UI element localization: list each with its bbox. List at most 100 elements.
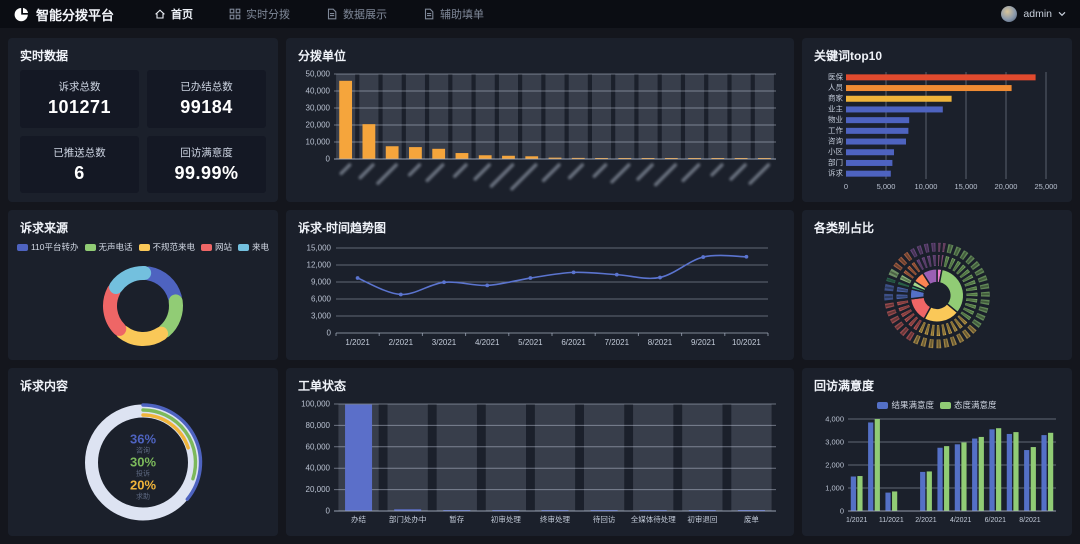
svg-text:4,000: 4,000 — [825, 415, 844, 424]
svg-text:10/2021: 10/2021 — [732, 338, 761, 347]
legend-label: 来电 — [252, 242, 270, 252]
legend-item[interactable]: 结果满意度 — [877, 399, 934, 411]
keywords-top10-bar-chart: 0 5,000 10,000 15,000 20,000 25,000 医保 人员 商家 业主 物业… — [814, 68, 1060, 193]
svg-text:0: 0 — [844, 182, 848, 191]
nav-item-label: 辅助填单 — [440, 9, 485, 21]
legend-swatch — [138, 243, 150, 251]
chart-svg: 0 1,000 2,000 3,000 4,000 1/2021 11/2021 2/2021… — [825, 415, 1056, 524]
svg-text:9/2021: 9/2021 — [691, 338, 716, 347]
chart-svg — [103, 266, 183, 346]
panel-callback-satisfaction: 回访满意度 结果满意度 态度满意度 0 1,000 2,000 3,000 4,000 1/2… — [802, 368, 1072, 536]
svg-text:10,000: 10,000 — [306, 138, 331, 147]
grid-icon — [229, 8, 241, 20]
callback-satisfaction-bar-chart: 结果满意度 态度满意度 0 1,000 2,000 3,000 4,000 1/2021 11/… — [814, 398, 1060, 527]
legend-swatch — [16, 243, 28, 251]
stat-value: 6 — [74, 162, 85, 183]
user-name: admin — [1023, 8, 1052, 20]
legend-label: 110平台转办 — [30, 242, 79, 252]
document-icon — [326, 8, 338, 20]
svg-text:36%: 36% — [130, 432, 156, 447]
nav-item-data-display[interactable]: 数据展示 — [326, 6, 387, 22]
panel-realtime-data: 实时数据 诉求总数 101271 已办结总数 99184 已推送总数 6 回访满… — [8, 38, 278, 202]
svg-text:废单: 废单 — [744, 514, 759, 524]
dispatch-units-bar-chart: 0 10,000 20,000 30,000 40,000 50,000 — [298, 68, 782, 193]
svg-text:15,000: 15,000 — [307, 244, 332, 253]
chart-svg — [882, 241, 992, 350]
svg-text:100,000: 100,000 — [301, 400, 330, 409]
svg-text:2/2021: 2/2021 — [915, 517, 937, 524]
chart-svg: 0 3,000 6,000 9,000 12,000 15,000 1/2021 2/2021… — [307, 244, 769, 347]
svg-text:人员: 人员 — [828, 83, 843, 92]
svg-text:全媒体待处理: 全媒体待处理 — [631, 514, 676, 524]
legend-label: 态度满意度 — [954, 400, 997, 410]
chart-svg: 0 20,000 40,000 60,000 80,000 100,000 办结 部门处办中 暂… — [301, 400, 776, 524]
stat-label: 已办结总数 — [180, 81, 233, 94]
stats-grid: 诉求总数 101271 已办结总数 99184 已推送总数 6 回访满意度 99… — [20, 70, 266, 193]
svg-text:20,000: 20,000 — [306, 121, 331, 130]
panel-complaint-sources: 诉求来源 110平台转办 无声电话 不规范来电 网站 来电 — [8, 210, 278, 360]
svg-text:初审退回: 初审退回 — [687, 514, 717, 524]
legend-item[interactable]: 网站 — [201, 241, 232, 253]
svg-text:20,000: 20,000 — [306, 485, 331, 494]
svg-text:20,000: 20,000 — [995, 182, 1018, 191]
svg-text:2,000: 2,000 — [825, 461, 844, 470]
svg-text:0: 0 — [840, 507, 844, 516]
svg-text:5/2021: 5/2021 — [518, 338, 543, 347]
svg-text:80,000: 80,000 — [306, 421, 331, 430]
panel-title: 诉求来源 — [20, 221, 69, 235]
legend-item[interactable]: 态度满意度 — [940, 399, 997, 411]
svg-text:6/2021: 6/2021 — [561, 338, 586, 347]
user-avatar — [1001, 6, 1018, 22]
svg-text:0: 0 — [327, 329, 332, 338]
svg-text:业主: 业主 — [828, 103, 843, 113]
legend-label: 不规范来电 — [152, 242, 196, 252]
nav-item-label: 数据展示 — [343, 9, 388, 21]
panel-title: 实时数据 — [20, 49, 69, 63]
nav-item-home[interactable]: 首页 — [154, 6, 193, 22]
stat-value: 99184 — [180, 97, 233, 118]
svg-text:工作: 工作 — [828, 125, 843, 135]
complaint-content-ring-chart: 36% 咨询 30% 投诉 20% 求助 — [20, 398, 266, 527]
svg-text:4/2021: 4/2021 — [475, 338, 500, 347]
svg-text:3,000: 3,000 — [825, 438, 844, 447]
svg-text:投诉: 投诉 — [136, 469, 150, 478]
user-menu[interactable]: admin — [1001, 6, 1066, 22]
panel-dispatch-units: 分拨单位 0 10,000 20,000 30,000 40,000 50,000 — [286, 38, 794, 202]
svg-text:8/2021: 8/2021 — [648, 338, 673, 347]
stat-card-pushed: 已推送总数 6 — [20, 135, 139, 193]
svg-text:部门: 部门 — [828, 157, 843, 167]
legend-item[interactable]: 不规范来电 — [138, 241, 196, 253]
svg-text:医保: 医保 — [828, 72, 843, 81]
stat-value: 99.99% — [174, 162, 239, 183]
panel-title: 回访满意度 — [814, 379, 875, 393]
svg-text:物业: 物业 — [828, 114, 843, 124]
svg-text:8/2021: 8/2021 — [1019, 517, 1041, 524]
chart-legend: 结果满意度 态度满意度 — [814, 398, 1060, 415]
nav-item-assist-form[interactable]: 辅助填单 — [423, 6, 484, 22]
svg-text:6,000: 6,000 — [311, 295, 332, 304]
legend-item[interactable]: 来电 — [238, 241, 269, 253]
nav-item-realtime-dispatch[interactable]: 实时分拨 — [229, 6, 290, 22]
legend-item[interactable]: 110平台转办 — [16, 241, 79, 253]
svg-text:小区: 小区 — [828, 147, 843, 156]
complaint-trend-line-chart: 0 3,000 6,000 9,000 12,000 15,000 1/2021 2/2021… — [298, 240, 782, 351]
chart-svg: 0 5,000 10,000 15,000 20,000 25,000 医保人员商家业主物业… — [828, 72, 1057, 191]
svg-text:40,000: 40,000 — [306, 464, 331, 473]
svg-text:6/2021: 6/2021 — [985, 517, 1007, 524]
legend-swatch — [84, 243, 96, 251]
legend-label: 无声电话 — [98, 242, 133, 252]
svg-text:60,000: 60,000 — [306, 442, 331, 451]
svg-text:终审处理: 终审处理 — [540, 514, 570, 524]
svg-text:0: 0 — [326, 155, 331, 164]
panel-title: 关键词top10 — [814, 49, 883, 63]
panel-title: 诉求内容 — [20, 379, 69, 393]
legend-item[interactable]: 无声电话 — [84, 241, 133, 253]
svg-text:3,000: 3,000 — [311, 312, 332, 321]
chart-svg: 0 10,000 20,000 30,000 40,000 50,000 — [306, 70, 776, 191]
legend-swatch — [940, 401, 951, 409]
svg-text:诉求: 诉求 — [828, 168, 843, 178]
panel-keywords-top10: 关键词top10 0 5,000 10,000 15,000 20,000 25,000 医… — [802, 38, 1072, 202]
complaint-sources-donut-chart: 110平台转办 无声电话 不规范来电 网站 来电 — [16, 240, 269, 351]
nav-item-label: 实时分拨 — [246, 9, 291, 21]
